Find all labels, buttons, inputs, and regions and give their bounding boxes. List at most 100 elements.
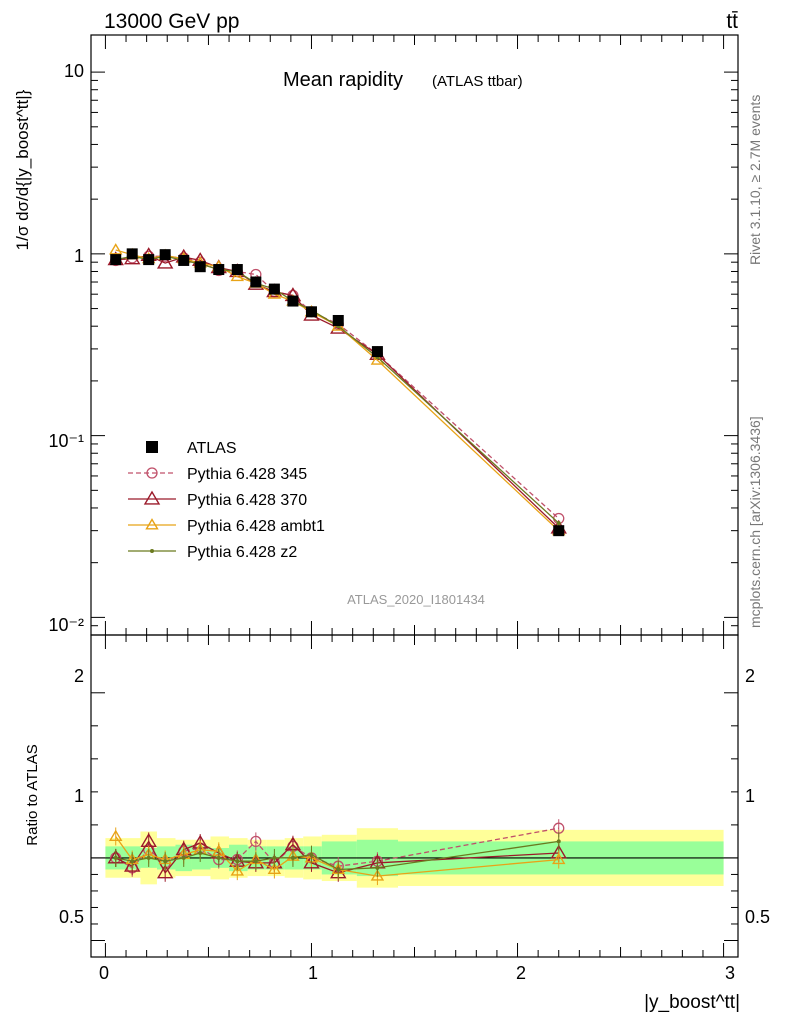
main-point bbox=[126, 248, 138, 260]
legend-entry-2: Pythia 6.428 370 bbox=[128, 490, 307, 509]
main-point bbox=[159, 249, 171, 261]
main-series-0 bbox=[110, 248, 565, 537]
main-point bbox=[250, 276, 262, 288]
ratio-point bbox=[156, 864, 174, 879]
analysis-watermark: ATLAS_2020_I1801434 bbox=[347, 592, 485, 607]
plot-title: Mean rapidity bbox=[283, 69, 403, 91]
ratio-point bbox=[267, 862, 282, 875]
ratio-tick-label-2-left: 2 bbox=[74, 666, 84, 686]
main-point bbox=[305, 306, 317, 318]
header-energy: 13000 GeV pp bbox=[104, 10, 239, 33]
ratio-series-3 bbox=[113, 832, 561, 879]
legend-entry-0: ATLAS bbox=[146, 440, 237, 457]
legend-marker bbox=[145, 518, 159, 530]
ratio-tick-label-05-right: 0.5 bbox=[745, 907, 770, 927]
legend-marker bbox=[143, 490, 161, 505]
ratio-tick-label-1-right: 1 bbox=[745, 786, 755, 806]
ratio-y-axis-label: Ratio to ATLAS bbox=[24, 744, 41, 845]
legend-entry-4: Pythia 6.428 z2 bbox=[128, 544, 297, 561]
legend-marker bbox=[146, 467, 158, 479]
ratio-point bbox=[253, 859, 258, 864]
legend-label: Pythia 6.428 ambt1 bbox=[187, 518, 325, 535]
ratio-point bbox=[113, 855, 118, 860]
x-tick-label-2: 2 bbox=[516, 963, 526, 983]
main-y-axis-label: 1/σ dσ/d{|y_boost^tt|} bbox=[13, 89, 32, 250]
ratio-point bbox=[146, 855, 151, 860]
main-panel: 10 1 10⁻¹ 10⁻² ATLAS Pythia 6.428 345 Pyth… bbox=[48, 34, 739, 636]
ratio-point bbox=[181, 855, 186, 860]
main-series-2 bbox=[107, 247, 567, 534]
ratio-point bbox=[552, 852, 566, 865]
ratio-point bbox=[272, 855, 277, 860]
main-point bbox=[371, 346, 383, 358]
ratio-point bbox=[109, 829, 123, 842]
ratio-y-tick-labels: 2 1 0.5 2 1 0.5 bbox=[59, 666, 770, 927]
legend-label: Pythia 6.428 345 bbox=[187, 466, 307, 483]
main-series-3 bbox=[109, 243, 566, 536]
ratio-tick-label-1-left: 1 bbox=[74, 786, 84, 806]
main-point bbox=[556, 521, 561, 526]
legend-label: ATLAS bbox=[187, 440, 237, 457]
ratio-point bbox=[235, 859, 240, 864]
main-marks bbox=[107, 243, 567, 537]
main-point bbox=[109, 243, 123, 255]
main-y-tick-labels: 10 1 10⁻¹ 10⁻² bbox=[48, 61, 84, 635]
main-series-1 bbox=[110, 250, 565, 525]
legend-marker bbox=[146, 441, 158, 453]
y-tick-label-0-1: 10⁻¹ bbox=[48, 431, 84, 451]
ratio-ticks bbox=[91, 635, 738, 957]
ratio-point bbox=[230, 864, 245, 876]
ratio-point bbox=[198, 850, 203, 855]
main-point bbox=[332, 314, 344, 326]
main-point bbox=[213, 264, 225, 276]
ratio-point bbox=[163, 859, 168, 864]
main-point bbox=[268, 283, 280, 295]
ratio-point bbox=[556, 839, 561, 844]
ratio-point bbox=[370, 869, 385, 881]
ratio-point bbox=[336, 867, 341, 872]
legend-entry-3: Pythia 6.428 ambt1 bbox=[128, 518, 325, 535]
ratio-point bbox=[216, 855, 221, 860]
x-axis-label: |y_boost^tt| bbox=[644, 992, 740, 1013]
legend-label: Pythia 6.428 z2 bbox=[187, 544, 297, 561]
ratio-point bbox=[130, 859, 135, 864]
main-series-4 bbox=[113, 254, 561, 526]
mcplots-label: mcplots.cern.ch [arXiv:1306.3436] bbox=[747, 416, 763, 628]
y-tick-label-1: 1 bbox=[74, 246, 84, 266]
main-series-line bbox=[115, 254, 560, 529]
main-point bbox=[287, 295, 299, 307]
main-series-line bbox=[115, 255, 560, 519]
y-tick-label-0-01: 10⁻² bbox=[48, 615, 84, 635]
legend-entry-1: Pythia 6.428 345 bbox=[128, 466, 307, 483]
main-point bbox=[178, 254, 190, 266]
ratio-point bbox=[375, 865, 380, 870]
legend: ATLAS Pythia 6.428 345 Pythia 6.428 370 Pyt… bbox=[128, 440, 325, 561]
x-tick-label-0: 0 bbox=[99, 963, 109, 983]
main-point bbox=[194, 261, 206, 273]
main-point bbox=[230, 269, 245, 282]
ratio-point bbox=[250, 835, 262, 848]
main-series-line bbox=[115, 255, 560, 524]
legend-marker bbox=[150, 549, 154, 553]
ratio-tick-label-2-right: 2 bbox=[745, 666, 755, 686]
x-tick-label-3: 3 bbox=[725, 963, 735, 983]
y-tick-label-10: 10 bbox=[64, 61, 84, 81]
x-tick-labels: 0 1 2 3 bbox=[99, 963, 735, 983]
rivet-label: Rivet 3.1.10, ≥ 2.7M events bbox=[747, 95, 763, 265]
ratio-point bbox=[309, 852, 314, 857]
main-ticks bbox=[91, 35, 738, 636]
main-series-line bbox=[115, 249, 560, 532]
main-point bbox=[143, 254, 155, 266]
ratio-marks bbox=[107, 819, 567, 886]
ratio-tick-label-05-left: 0.5 bbox=[59, 907, 84, 927]
ratio-series-line bbox=[115, 827, 559, 869]
main-point bbox=[231, 264, 243, 276]
main-point bbox=[110, 254, 122, 266]
ratio-panel: 2 1 0.5 2 1 0.5 0 1 2 3 bbox=[59, 634, 770, 983]
main-point bbox=[553, 525, 565, 537]
plot-subtitle: (ATLAS ttbar) bbox=[432, 73, 523, 90]
main-y-axis-label-text: 1/σ dσ/d{|y_boost^tt|} bbox=[13, 89, 32, 250]
main-point bbox=[156, 254, 174, 269]
legend-label: Pythia 6.428 370 bbox=[187, 492, 307, 509]
